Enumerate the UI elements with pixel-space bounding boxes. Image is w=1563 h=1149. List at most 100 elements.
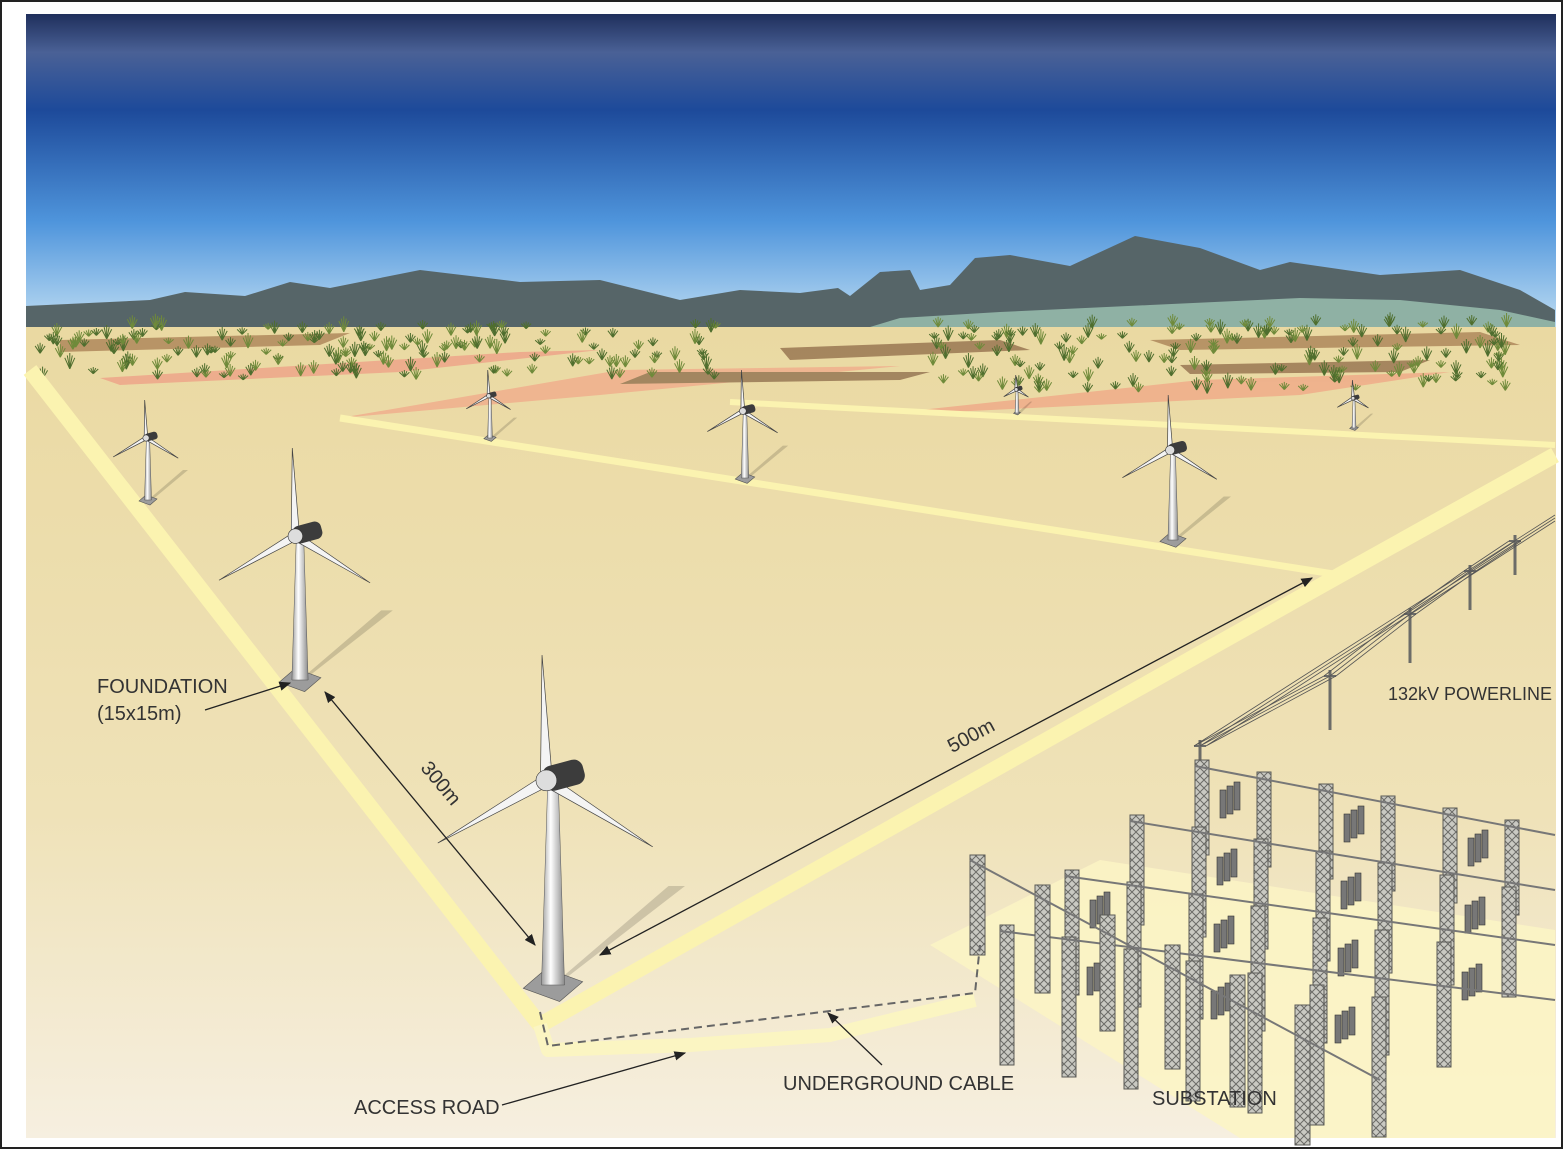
lattice-tower — [1501, 886, 1517, 998]
insulator — [1334, 1014, 1342, 1044]
grass-tuft — [445, 322, 457, 336]
grass-tuft — [1386, 370, 1397, 377]
grass-tuft — [491, 338, 503, 355]
grass-tuft — [619, 355, 631, 368]
grass-tuft — [1005, 329, 1017, 337]
grass-tuft — [101, 325, 113, 340]
grass-tuft — [190, 345, 202, 358]
grass-tuft — [117, 333, 129, 345]
underground-cable — [539, 944, 981, 1048]
grass-tuft — [1054, 341, 1065, 350]
vegetation — [34, 312, 1513, 394]
access-road-label: ACCESS ROAD — [354, 1097, 500, 1119]
grass-tuft — [1170, 342, 1181, 350]
grass-tuft — [152, 368, 163, 380]
grass-tuft — [1408, 360, 1420, 374]
insulator — [1093, 962, 1101, 992]
grass-tuft — [236, 327, 248, 335]
hub — [535, 769, 558, 792]
grass-tuft — [1117, 331, 1128, 339]
grass-tuft — [1189, 356, 1200, 370]
lattice-tower — [969, 854, 986, 956]
grass-tuft — [1029, 323, 1041, 338]
grass-tuft — [1001, 323, 1013, 338]
grass-tuft — [1082, 381, 1094, 393]
shadow — [490, 417, 518, 438]
grass-tuft — [1214, 319, 1226, 335]
grass-tuft — [567, 353, 579, 367]
grass-tuft — [1496, 332, 1507, 349]
insulator — [1467, 837, 1475, 867]
grass-tuft — [534, 338, 546, 346]
grass-tuft — [1023, 365, 1035, 380]
grass-tuft — [1356, 323, 1368, 338]
grass-tuft — [1501, 313, 1513, 328]
lattice-tower — [999, 924, 1015, 1066]
grass-tuft — [87, 366, 99, 375]
wind-turbine — [707, 369, 789, 484]
insulator — [1344, 943, 1352, 973]
grass-tuft — [337, 361, 349, 372]
insulator — [1468, 967, 1476, 997]
grass-tuft — [358, 341, 370, 352]
insulator — [1230, 848, 1238, 878]
grass-tuft — [962, 319, 974, 330]
grass-tuft — [405, 333, 416, 343]
grass-tuft — [1200, 367, 1212, 377]
grass-tuft — [1488, 337, 1500, 346]
hub — [142, 434, 150, 442]
grass-tuft — [1285, 332, 1297, 344]
grass-tuft — [1435, 360, 1447, 368]
grass-tuft — [183, 335, 194, 349]
hub — [486, 393, 492, 399]
grass-tuft — [205, 346, 217, 354]
grass-tuft — [967, 366, 979, 380]
grass-tuft — [1067, 370, 1079, 379]
grass-tuft — [131, 331, 143, 344]
grass-tuft — [105, 338, 117, 352]
insulator — [1481, 829, 1489, 859]
grass-tuft — [1497, 362, 1509, 378]
grass-tuft — [928, 332, 940, 339]
grass-tuft — [1347, 337, 1359, 347]
grass-tuft — [540, 328, 552, 337]
grass-tuft — [1486, 357, 1497, 369]
grass-tuft — [471, 320, 482, 336]
grass-tuft — [957, 368, 969, 376]
grass-tuft — [1351, 343, 1363, 360]
grass-tuft — [1208, 338, 1219, 346]
grass-tuft — [996, 376, 1008, 390]
insulator — [1086, 966, 1094, 996]
grass-tuft — [1474, 335, 1486, 349]
grass-tuft — [127, 353, 138, 366]
insulator — [1219, 789, 1227, 819]
shadow — [1354, 413, 1374, 428]
grass-tuft — [78, 338, 90, 347]
grass-tuft — [161, 353, 173, 363]
grass-tuft — [1450, 360, 1462, 375]
grass-tuft — [1235, 375, 1247, 385]
lattice-tower — [1436, 941, 1452, 1068]
grass-tuft — [399, 342, 410, 351]
grass-tuft — [1440, 347, 1452, 358]
grass-tuft — [1041, 378, 1053, 391]
grass-tuft — [1201, 359, 1212, 372]
grass-tuft — [337, 336, 349, 348]
grass-tuft — [245, 363, 257, 376]
grass-tuft — [421, 329, 433, 344]
grass-tuft — [977, 363, 989, 378]
grass-tuft — [489, 323, 501, 337]
insulator — [1471, 900, 1479, 930]
grass-tuft — [1438, 315, 1450, 329]
grass-tuft — [1393, 361, 1405, 377]
substation-label: SUBSTATION — [1152, 1088, 1277, 1110]
insulator — [1227, 915, 1235, 945]
grass-tuft — [488, 365, 500, 374]
grass-tuft — [991, 344, 1003, 357]
grass-tuft — [1348, 318, 1360, 333]
grass-tuft — [260, 347, 272, 355]
insulator — [1220, 919, 1228, 949]
grass-tuft — [1460, 339, 1472, 354]
grass-tuft — [128, 329, 140, 340]
